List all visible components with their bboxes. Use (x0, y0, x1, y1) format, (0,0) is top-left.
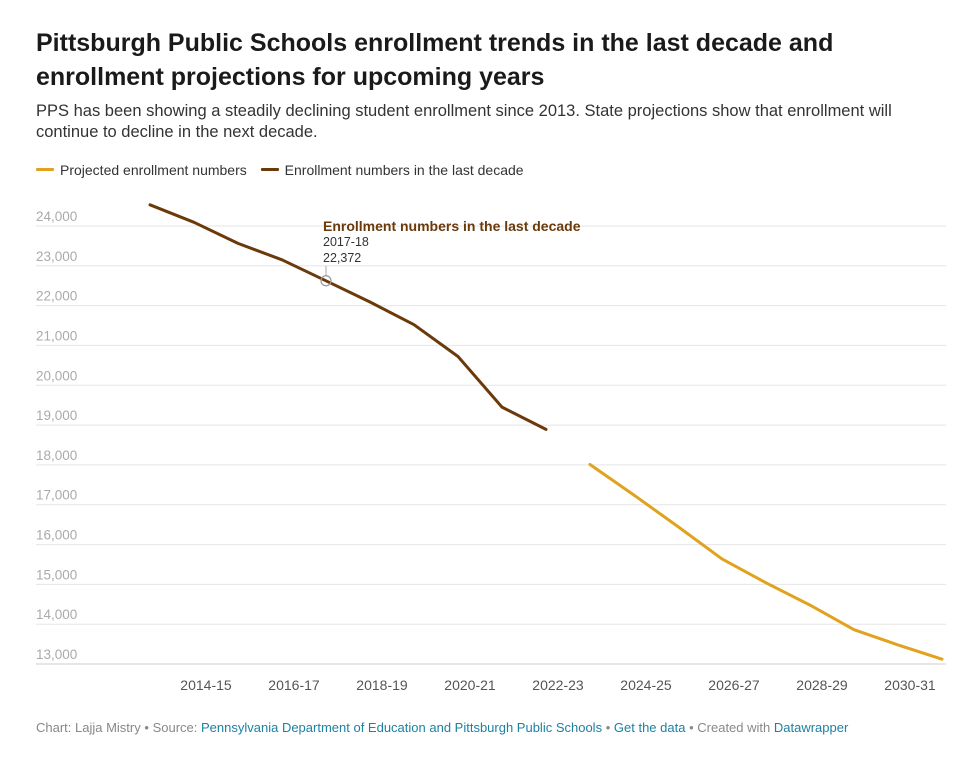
x-tick-label: 2014-15 (180, 677, 232, 693)
footer-separator: • (144, 720, 149, 735)
x-axis-ticks: 2014-15 2016-17 2018-19 2020-21 2022-23 2024-… (180, 677, 936, 693)
footer-source-link[interactable]: Pennsylvania Department of Education and… (201, 720, 603, 735)
y-tick-label: 23,000 (36, 249, 77, 264)
y-axis-ticks: 13,000 14,000 15,000 16,000 17,000 18,000 19,0… (36, 209, 77, 662)
chart-description: PPS has been showing a steadily declinin… (36, 102, 892, 141)
line-chart: 13,000 14,000 15,000 16,000 17,000 18,000 19,0… (36, 203, 946, 693)
legend-swatch-last-decade (260, 168, 279, 171)
y-tick-label: 21,000 (36, 328, 77, 343)
y-tick-label: 17,000 (36, 488, 77, 503)
x-tick-label: 2030-31 (884, 677, 936, 693)
footer-credit: Chart: Lajja Mistry (36, 720, 141, 735)
legend-swatch-projected (36, 168, 54, 171)
y-tick-label: 18,000 (36, 448, 77, 463)
legend: Projected enrollment numbers Enrollment … (36, 158, 534, 178)
series-lines (148, 203, 944, 661)
y-tick-label: 20,000 (36, 368, 77, 383)
y-tick-label: 14,000 (36, 607, 77, 622)
x-tick-label: 2026-27 (708, 677, 760, 693)
gridlines (36, 225, 946, 665)
chart-title: Pittsburgh Public Schools enrollment tre… (36, 29, 834, 91)
x-tick-label: 2020-21 (444, 677, 496, 693)
y-tick-label: 13,000 (36, 647, 77, 662)
tooltip-annotation: Enrollment numbers in the last decade201… (320, 218, 581, 287)
annotation-series-name: Enrollment numbers in the last decade (323, 218, 581, 234)
chart-footer: Chart: Lajja Mistry • Source: Pennsylvan… (36, 720, 848, 735)
x-tick-label: 2016-17 (268, 677, 320, 693)
footer-created-with: Created with (697, 720, 771, 735)
annotation-marker (320, 275, 332, 287)
y-tick-label: 19,000 (36, 408, 77, 423)
last-decade-enrollment-line (148, 203, 548, 431)
y-tick-label: 24,000 (36, 209, 77, 224)
projected-enrollment-line (588, 463, 944, 661)
footer-separator: • (689, 720, 694, 735)
x-tick-label: 2022-23 (532, 677, 584, 693)
legend-item-projected: Projected enrollment numbers (36, 162, 247, 178)
y-tick-label: 15,000 (36, 567, 77, 582)
legend-label-last-decade: Enrollment numbers in the last decade (284, 161, 524, 178)
x-tick-label: 2028-29 (796, 677, 848, 693)
get-the-data-link[interactable]: Get the data (613, 720, 686, 735)
x-tick-label: 2018-19 (356, 677, 408, 693)
footer-source-prefix: Source: (152, 720, 198, 735)
footer-separator: • (605, 720, 611, 735)
legend-item-last-decade: Enrollment numbers in the last decade (260, 161, 524, 178)
annotation-value-label: 22,372 (323, 251, 361, 265)
y-tick-label: 16,000 (36, 528, 77, 543)
annotation-x-label: 2017-18 (323, 235, 369, 249)
y-tick-label: 22,000 (36, 289, 77, 304)
x-tick-label: 2024-25 (620, 677, 672, 693)
datawrapper-link[interactable]: Datawrapper (773, 720, 849, 735)
legend-label-projected: Projected enrollment numbers (60, 161, 247, 178)
